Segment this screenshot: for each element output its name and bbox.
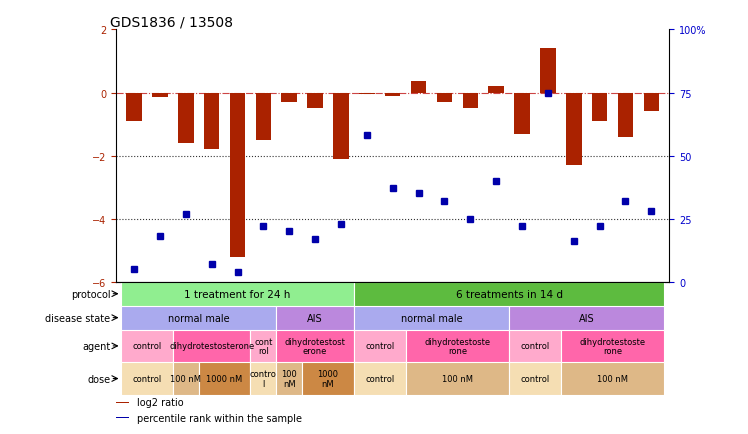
- Text: agent: agent: [82, 341, 111, 351]
- Text: percentile rank within the sample: percentile rank within the sample: [137, 413, 302, 423]
- Text: control: control: [132, 374, 162, 383]
- Bar: [121, 330, 173, 362]
- Bar: [354, 282, 664, 306]
- Text: GDS1836 / 13508: GDS1836 / 13508: [111, 15, 233, 29]
- Text: 1000 nM: 1000 nM: [206, 374, 242, 383]
- Text: 100 nM: 100 nM: [171, 374, 201, 383]
- Bar: [199, 362, 251, 395]
- Bar: [173, 362, 199, 395]
- Bar: [302, 362, 354, 395]
- Text: 100 nM: 100 nM: [442, 374, 473, 383]
- Bar: [354, 306, 509, 330]
- Bar: [173, 330, 251, 362]
- Bar: [178, 93, 194, 144]
- Bar: [592, 93, 607, 122]
- Text: disease state: disease state: [46, 313, 111, 323]
- Bar: [251, 330, 276, 362]
- Bar: [405, 362, 509, 395]
- Text: dihydrotestoste
rone: dihydrotestoste rone: [580, 337, 646, 355]
- Bar: [566, 93, 581, 166]
- Bar: [116, 402, 129, 403]
- Text: control: control: [521, 374, 550, 383]
- Bar: [354, 362, 405, 395]
- Bar: [204, 93, 219, 150]
- Bar: [354, 330, 405, 362]
- Bar: [359, 93, 375, 95]
- Bar: [230, 93, 245, 257]
- Text: control: control: [521, 342, 550, 351]
- Bar: [251, 362, 276, 395]
- Text: 100 nM: 100 nM: [597, 374, 628, 383]
- Bar: [385, 93, 400, 96]
- Bar: [405, 330, 509, 362]
- Bar: [462, 93, 478, 109]
- Text: 100
nM: 100 nM: [281, 369, 297, 388]
- Text: normal male: normal male: [168, 313, 230, 323]
- Bar: [509, 362, 561, 395]
- Bar: [276, 330, 354, 362]
- Text: contro
l: contro l: [250, 369, 277, 388]
- Bar: [121, 282, 354, 306]
- Text: dose: dose: [88, 374, 111, 384]
- Bar: [509, 330, 561, 362]
- Bar: [126, 93, 142, 122]
- Bar: [121, 306, 276, 330]
- Text: log2 ratio: log2 ratio: [137, 398, 183, 408]
- Bar: [561, 330, 664, 362]
- Text: 1 treatment for 24 h: 1 treatment for 24 h: [184, 289, 291, 299]
- Text: AIS: AIS: [579, 313, 595, 323]
- Bar: [307, 93, 323, 109]
- Text: normal male: normal male: [401, 313, 462, 323]
- Text: control: control: [365, 342, 394, 351]
- Text: control: control: [132, 342, 162, 351]
- Bar: [561, 362, 664, 395]
- Bar: [618, 93, 634, 137]
- Text: protocol: protocol: [71, 289, 111, 299]
- Bar: [437, 93, 453, 103]
- Bar: [411, 82, 426, 93]
- Text: dihydrotestoste
rone: dihydrotestoste rone: [424, 337, 491, 355]
- Bar: [281, 93, 297, 103]
- Text: 6 treatments in 14 d: 6 treatments in 14 d: [456, 289, 562, 299]
- Bar: [121, 362, 173, 395]
- Bar: [643, 93, 659, 112]
- Bar: [333, 93, 349, 159]
- Bar: [152, 93, 168, 98]
- Bar: [515, 93, 530, 134]
- Bar: [276, 362, 302, 395]
- Text: AIS: AIS: [307, 313, 323, 323]
- Text: control: control: [365, 374, 394, 383]
- Text: dihydrotestosterone: dihydrotestosterone: [169, 342, 254, 351]
- Bar: [540, 49, 556, 93]
- Bar: [276, 306, 354, 330]
- Text: cont
rol: cont rol: [254, 337, 272, 355]
- Bar: [509, 306, 664, 330]
- Bar: [256, 93, 271, 141]
- Text: dihydrotestost
erone: dihydrotestost erone: [285, 337, 346, 355]
- Text: 1000
nM: 1000 nM: [318, 369, 339, 388]
- Bar: [488, 87, 504, 93]
